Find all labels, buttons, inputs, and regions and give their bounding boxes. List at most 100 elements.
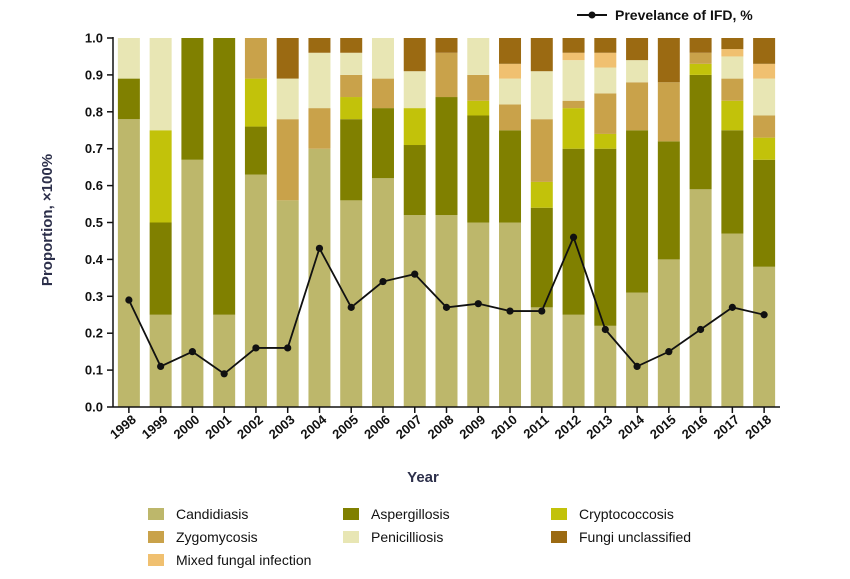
prevalence-point-2007	[411, 270, 419, 278]
bar-segment-aspergillosis-2011	[530, 207, 553, 308]
x-tick-label-2013: 2013	[583, 412, 615, 442]
bar-segment-aspergillosis-2013	[594, 148, 617, 326]
y-tick-label: 0.7	[85, 141, 103, 156]
bar-segment-zygomycosis-2002	[244, 38, 267, 79]
prevalence-point-2002	[252, 344, 260, 352]
y-tick-label: 0.8	[85, 104, 103, 119]
bar-segment-zygomycosis-2018	[753, 115, 776, 138]
bar-segment-zygomycosis-2014	[626, 82, 649, 131]
bar-segment-fungi-unclassified-2007	[403, 38, 426, 72]
bar-segment-candidiasis-2001	[213, 314, 236, 407]
line-legend-label: Prevelance of IFD, %	[615, 7, 753, 23]
bar-segment-candidiasis-2011	[530, 307, 553, 407]
bar-segment-aspergillosis-1999	[149, 222, 172, 315]
y-tick-label: 0.6	[85, 178, 103, 193]
x-ticks-layer: 1998 1999 2000 2001 2002 2003 2004 2005 2006 2007…	[107, 407, 774, 442]
bar-segment-cryptococcosis-2002	[244, 78, 267, 127]
bar-segment-zygomycosis-2005	[340, 74, 363, 98]
x-tick-label-2009: 2009	[456, 412, 488, 442]
bar-segment-fungi-unclassified-2018	[753, 38, 776, 64]
bar-segment-fungi-unclassified-2013	[594, 38, 617, 53]
prevalence-point-2012	[569, 233, 578, 241]
bar-segment-zygomycosis-2006	[371, 78, 394, 109]
legend-swatch-zygomycosis	[148, 531, 164, 543]
bar-segment-fungi-unclassified-2003	[276, 38, 299, 79]
y-tick-label: 0.0	[85, 400, 103, 415]
bar-segment-fungi-unclassified-2012	[562, 38, 585, 53]
bar-segment-cryptococcosis-2009	[467, 100, 490, 116]
bars-layer	[117, 38, 776, 408]
prevalence-line-layer	[125, 233, 768, 378]
bar-segment-fungi-unclassified-2008	[435, 38, 458, 53]
bar-segment-aspergillosis-2000	[181, 38, 204, 160]
bar-segment-candidiasis-2017	[721, 233, 744, 407]
x-tick-label-2006: 2006	[361, 412, 393, 442]
bar-segment-candidiasis-1998	[117, 119, 140, 408]
bar-segment-candidiasis-2008	[435, 215, 458, 407]
x-tick-label-2014: 2014	[615, 411, 647, 442]
legend-label-zygomycosis: Zygomycosis	[176, 529, 258, 545]
y-tick-label: 0.5	[85, 215, 103, 230]
bar-segment-aspergillosis-2005	[340, 119, 363, 201]
bar-segment-penicilliosis-2005	[340, 52, 363, 75]
bar-segment-penicilliosis-2012	[562, 60, 585, 101]
prevalence-point-2016	[697, 325, 705, 334]
bar-segment-aspergillosis-2018	[753, 159, 776, 267]
legend-swatch-cryptococcosis	[551, 508, 567, 520]
bar-segment-zygomycosis-2012	[562, 100, 585, 109]
bar-segment-cryptococcosis-2007	[403, 108, 426, 146]
bar-segment-penicilliosis-2003	[276, 78, 299, 120]
x-axis-title: Year	[407, 469, 439, 486]
bar-segment-penicilliosis-2004	[308, 52, 331, 109]
bar-segment-zygomycosis-2017	[721, 78, 744, 101]
y-tick-label: 0.3	[85, 289, 103, 304]
bar-segment-penicilliosis-1999	[149, 38, 172, 131]
bar-segment-candidiasis-2015	[657, 259, 680, 407]
y-tick-label: 0.2	[85, 326, 103, 341]
legend-swatch-aspergillosis	[343, 508, 359, 520]
bar-segment-mixed-fungal-infection-2017	[721, 49, 744, 57]
legend-label-mixed-fungal-infection: Mixed fungal infection	[176, 552, 311, 568]
x-tick-label-2008: 2008	[425, 412, 457, 442]
bar-segment-fungi-unclassified-2016	[689, 38, 712, 53]
prevalence-point-2003	[284, 344, 292, 352]
bar-segment-mixed-fungal-infection-2010	[499, 63, 522, 79]
bar-segment-aspergillosis-2014	[626, 130, 649, 293]
bar-segment-candidiasis-2004	[308, 148, 331, 407]
prevalence-point-1998	[125, 296, 133, 304]
bar-segment-penicilliosis-2006	[371, 38, 394, 79]
y-ticks-layer: 0.0 0.1 0.2 0.3 0.4 0.5 0.6 0.7 0.8 0.9 1.0	[85, 31, 113, 415]
x-tick-label-1999: 1999	[139, 412, 171, 442]
bar-segment-candidiasis-2002	[244, 174, 267, 407]
legend-label-cryptococcosis: Cryptococcosis	[579, 506, 674, 522]
bar-segment-candidiasis-2014	[626, 292, 649, 407]
bar-segment-penicilliosis-1998	[117, 38, 140, 79]
y-tick-label: 0.9	[85, 67, 103, 82]
bar-segment-penicilliosis-2018	[753, 78, 776, 116]
bar-segment-zygomycosis-2010	[499, 104, 522, 131]
x-tick-label-2018: 2018	[742, 412, 774, 442]
bar-segment-zygomycosis-2009	[467, 74, 490, 101]
prevalence-point-2006	[379, 277, 387, 286]
bar-segment-candidiasis-2018	[753, 266, 776, 407]
bar-segment-candidiasis-2012	[562, 314, 585, 407]
prevalence-point-2010	[506, 307, 514, 315]
x-tick-label-2003: 2003	[266, 412, 298, 442]
prevalence-point-2001	[220, 370, 228, 378]
bar-segment-aspergillosis-2012	[562, 148, 585, 315]
bar-segment-candidiasis-2007	[403, 215, 426, 407]
legend-swatch-mixed-fungal-infection	[148, 554, 164, 566]
bar-segment-zygomycosis-2011	[530, 119, 553, 182]
bar-segment-candidiasis-2013	[594, 325, 617, 407]
prevalence-point-2018	[760, 311, 768, 319]
legend-label-penicilliosis: Penicilliosis	[371, 529, 443, 545]
prevalence-point-2017	[728, 303, 736, 311]
bar-segment-cryptococcosis-2011	[530, 181, 553, 208]
prevalence-point-2000	[188, 348, 196, 356]
bar-segment-zygomycosis-2016	[689, 52, 712, 64]
bar-segment-candidiasis-2005	[340, 200, 363, 407]
prevalence-point-2004	[315, 244, 324, 252]
prevalence-point-2014	[633, 362, 641, 371]
bar-segment-cryptococcosis-2013	[594, 133, 617, 149]
